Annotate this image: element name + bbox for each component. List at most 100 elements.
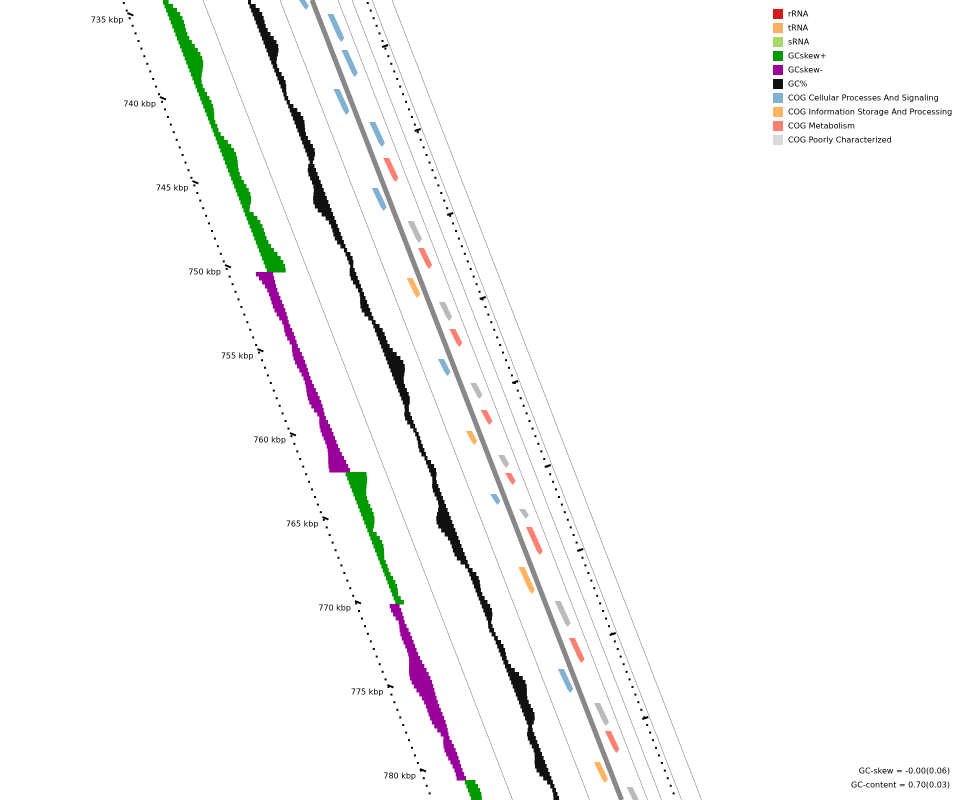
minor-tick — [287, 427, 290, 430]
gc-skew-minus — [319, 420, 329, 425]
minor-tick — [361, 617, 364, 620]
gc-skew-plus — [248, 220, 261, 225]
gc-skew-plus — [214, 132, 221, 137]
gc-content — [504, 664, 511, 669]
gc-skew-minus — [405, 644, 416, 649]
minor-tick — [311, 488, 314, 491]
minor-tick — [496, 336, 499, 339]
gc-skew-plus — [187, 64, 204, 69]
minor-tick — [325, 526, 328, 529]
gc-skew-plus — [353, 492, 367, 497]
gc-skew-minus — [291, 344, 298, 349]
scale-label: 770 kbp — [318, 604, 351, 613]
minor-tick — [175, 138, 178, 141]
gc-content — [254, 16, 264, 21]
gc-skew-plus — [193, 80, 202, 85]
gc-content — [410, 424, 416, 429]
minor-tick — [340, 564, 343, 567]
gc-skew-plus — [172, 24, 186, 29]
minor-tick — [202, 207, 205, 210]
minor-tick — [396, 78, 399, 80]
scale-label: 735 kbp — [91, 16, 124, 25]
gc-skew-minus — [431, 720, 446, 725]
gc-skew-minus — [271, 300, 283, 305]
gc-skew-minus — [443, 736, 450, 741]
minor-tick — [396, 708, 399, 711]
minor-tick — [302, 465, 305, 468]
gc-skew-plus — [203, 104, 214, 109]
backbone — [309, 0, 624, 800]
gc-skew-minus — [272, 304, 284, 309]
minor-tick — [222, 260, 225, 263]
gc-skew-plus — [173, 28, 187, 33]
gc-content — [393, 376, 404, 381]
gc-content — [404, 408, 409, 413]
gc-skew-plus — [466, 784, 479, 789]
gc-skew-minus — [424, 700, 438, 705]
gc-content — [441, 528, 456, 533]
gc-content — [361, 308, 371, 313]
gc-content — [355, 284, 361, 289]
gc-content — [345, 252, 351, 257]
gc-content — [257, 24, 266, 29]
legend-swatch — [773, 135, 783, 145]
gc-content — [332, 228, 340, 233]
gc-content — [255, 20, 265, 25]
gc-content — [313, 188, 324, 193]
gc-content — [484, 612, 493, 617]
minor-tick — [619, 655, 622, 658]
minor-tick — [243, 313, 246, 316]
gc-content — [467, 568, 473, 573]
minor-tick — [346, 579, 349, 582]
scale-label: 780 kbp — [383, 772, 416, 781]
minor-tick — [390, 62, 393, 65]
legend-label: GCskew+ — [788, 52, 826, 61]
gc-content — [477, 592, 483, 597]
minor-tick — [184, 161, 187, 164]
gc-skew-minus — [454, 768, 463, 773]
gene-feature — [518, 567, 535, 594]
gc-skew-plus — [365, 524, 374, 529]
gc-skew-plus — [375, 548, 384, 553]
minor-tick — [316, 503, 319, 506]
gc-content — [350, 264, 354, 269]
gc-content — [352, 280, 360, 285]
gc-content — [534, 764, 547, 769]
minor-tick — [469, 268, 472, 270]
gc-skew-minus — [410, 676, 431, 681]
gc-skew-plus — [381, 564, 388, 569]
gc-content — [508, 672, 519, 677]
gene-feature — [498, 455, 510, 468]
gc-content — [481, 604, 491, 609]
major-tick — [387, 684, 394, 689]
gc-content — [371, 320, 376, 325]
gc-content — [497, 644, 504, 649]
legend-label: COG Metabolism — [788, 122, 855, 131]
minor-tick — [358, 610, 361, 612]
gc-content — [469, 572, 477, 577]
gc-content — [506, 668, 515, 673]
gc-content — [313, 196, 327, 201]
legend-swatch — [773, 51, 783, 61]
minor-tick — [407, 108, 410, 111]
minor-tick — [193, 184, 196, 187]
minor-tick — [431, 169, 434, 172]
gc-skew-plus — [358, 504, 371, 509]
tracks: 735 kbp 740 kbp 745 kbp 750 kbp 755 kbp 760 k… — [91, 0, 702, 800]
gc-content — [337, 240, 344, 245]
gene-feature — [505, 473, 516, 485]
minor-tick — [669, 784, 672, 787]
major-tick — [257, 348, 264, 353]
gc-content — [474, 584, 481, 589]
gc-skew-minus — [282, 320, 289, 325]
gc-content — [388, 364, 405, 369]
gc-skew-minus — [269, 292, 279, 297]
minor-tick — [296, 450, 299, 453]
minor-tick — [334, 549, 337, 552]
gc-skew-minus — [255, 272, 274, 277]
gc-skew-plus — [215, 136, 225, 141]
minor-tick — [387, 55, 390, 58]
gc-content — [511, 680, 526, 685]
minor-tick — [410, 116, 413, 118]
gc-content — [399, 392, 409, 397]
